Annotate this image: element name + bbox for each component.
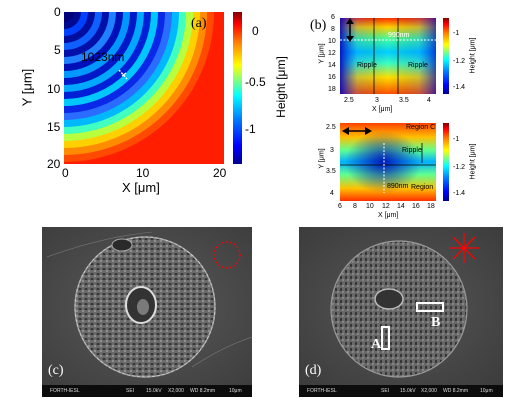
- panel-a-colorbar-label: Height [μm]: [274, 56, 288, 118]
- panel-b-bottom-y-tick: 4: [330, 190, 334, 197]
- panel-b-bottom-colorbar-tick: -1.2: [453, 164, 466, 171]
- panel-b-top-x-tick: 4: [427, 97, 431, 104]
- panel-d-label: (d): [305, 363, 322, 378]
- panel-a-x-tick: 0: [62, 166, 69, 180]
- panel-c-crater: [42, 227, 252, 385]
- panel-c-infobar-scale: 10μm: [229, 388, 242, 394]
- panel-d-infobar-voltage: 15.0kV: [400, 388, 416, 394]
- panel-b-top-colorbar-tick: -1: [453, 30, 460, 37]
- panel-b-top-region: Ripple: [357, 62, 377, 69]
- panel-b-bottom-x-tick: 18: [427, 203, 435, 210]
- panel-b-bottom-y-label: Y [μm]: [318, 148, 326, 169]
- panel-a-y-tick: 10: [47, 82, 61, 96]
- panel-b-bottom-colorbar-tick: -1: [453, 136, 460, 143]
- panel-d-infobar-scale: 10μm: [480, 388, 493, 394]
- panel-a-x-tick: 10: [136, 166, 150, 180]
- panel-c-infobar: FORTH-IESL SEI 15.0kV X2,000 WD 8.2mm 10…: [42, 385, 252, 397]
- panel-b-bottom-x-tick: 16: [412, 203, 420, 210]
- panel-b-bottom-x-tick: 6: [338, 203, 342, 210]
- panel-b-top-colorbar-tick: -1.4: [453, 84, 466, 91]
- panel-b-bottom-region: Ripple: [402, 147, 422, 154]
- panel-d-region-b-label: B: [431, 315, 441, 330]
- panel-b-top-y-tick: 6: [331, 14, 335, 21]
- panel-a-x-label: X [μm]: [122, 180, 160, 195]
- panel-b-top-annotation: 990nm: [388, 32, 410, 39]
- panel-b-bottom-heightmap: [340, 123, 436, 201]
- panel-a-y-tick: 5: [54, 43, 61, 57]
- panel-a-y-tick: 0: [54, 5, 61, 19]
- panel-a-colorbar: [233, 12, 242, 164]
- panel-a-y-tick: 20: [47, 157, 61, 171]
- panel-d-infobar: FORTH-IESL SEI 15.0kV X2,000 WD 8.2mm 10…: [299, 385, 503, 397]
- panel-c-infobar-mode: SEI: [126, 388, 135, 394]
- panel-c-sem-image: (c) FORTH-IESL SEI 15.0kV X2,000 WD 8.2m…: [42, 227, 252, 397]
- panel-b-top-y-tick: 12: [328, 50, 336, 57]
- panel-c-infobar-wd: WD 8.2mm: [190, 388, 215, 394]
- panel-b: (b): [300, 0, 529, 220]
- panel-b-bottom-colorbar-tick: -1.4: [453, 190, 466, 197]
- panel-d-infobar-magnification: X2,000: [421, 388, 437, 394]
- panel-a-x-tick: 20: [213, 166, 227, 180]
- panel-b-bottom-region: Region C: [406, 124, 436, 131]
- panel-b-top-y-tick: 18: [328, 86, 336, 93]
- panel-b-bottom-y-tick: 3: [330, 147, 334, 154]
- panel-a-label: (a): [191, 16, 207, 31]
- panel-a-y-tick: 15: [47, 120, 61, 134]
- panel-b-top-y-tick: 10: [328, 38, 336, 45]
- panel-d-infobar-wd: WD 8.2mm: [443, 388, 468, 394]
- panel-a-colorbar-tick: -1: [245, 122, 256, 136]
- panel-b-bottom-region: Region: [411, 184, 434, 191]
- panel-b-top-y-tick: 14: [328, 62, 336, 69]
- panel-b-bottom-x-tick: 8: [353, 203, 357, 210]
- panel-c-infobar-voltage: 15.0kV: [146, 388, 162, 394]
- panel-a-colorbar-tick: 0: [252, 24, 259, 38]
- panel-a-heightmap: [64, 12, 224, 164]
- panel-b-bottom-colorbar: [443, 123, 449, 201]
- panel-b-bottom-colorbar-label: Height [μm]: [469, 143, 477, 180]
- panel-b-top-region: Ripple: [408, 62, 428, 69]
- panel-a-y-label: Y [μm]: [19, 68, 35, 107]
- panel-b-top-heightmap: [340, 18, 436, 94]
- panel-d-infobar-mode: SEI: [381, 388, 390, 394]
- panel-d-infobar-lab: FORTH-IESL: [307, 388, 337, 394]
- panel-b-top-colorbar: [443, 18, 449, 94]
- panel-b-bottom-x-tick: 14: [397, 203, 405, 210]
- panel-c-infobar-lab: FORTH-IESL: [50, 388, 80, 394]
- panel-a-colorbar-tick: -0.5: [245, 75, 266, 89]
- panel-c-label: (c): [48, 363, 64, 378]
- panel-b-bottom-y-tick: 3.5: [326, 168, 336, 175]
- panel-b-top-x-tick: 3: [375, 97, 379, 104]
- panel-d-region-a-label: A: [371, 337, 382, 352]
- panel-c-infobar-magnification: X2,000: [168, 388, 184, 394]
- panel-b-top-x-tick: 3.5: [399, 97, 409, 104]
- panel-b-top-y-tick: 8: [331, 26, 335, 33]
- panel-b-label: (b): [310, 18, 327, 33]
- panel-d-sem-image: A B (d) FORTH-IESL SEI 15.0kV X2,000 WD …: [299, 227, 503, 397]
- panel-a: (a) 1023nm 0 5 10 15 20 0 10 20 X [μm] Y…: [0, 0, 300, 200]
- panel-b-bottom-x-tick: 12: [382, 203, 390, 210]
- panel-b-top-y-tick: 16: [328, 74, 336, 81]
- panel-b-bottom-y-tick: 2.5: [326, 124, 336, 131]
- panel-b-bottom-annotation: 890nm: [387, 183, 409, 190]
- panel-b-top-x-tick: 2.5: [344, 97, 354, 104]
- panel-b-top-colorbar-tick: -1.2: [453, 58, 466, 65]
- panel-b-top-y-label: Y [μm]: [318, 43, 326, 64]
- panel-b-top-colorbar-label: Height [μm]: [469, 37, 477, 74]
- panel-b-bottom-x-tick: 10: [366, 203, 374, 210]
- panel-a-annotation: 1023nm: [81, 50, 125, 64]
- panel-d-crater: [299, 227, 503, 385]
- panel-b-top-x-label: X [μm]: [372, 106, 393, 113]
- panel-b-bottom-x-label: X [μm]: [378, 212, 399, 219]
